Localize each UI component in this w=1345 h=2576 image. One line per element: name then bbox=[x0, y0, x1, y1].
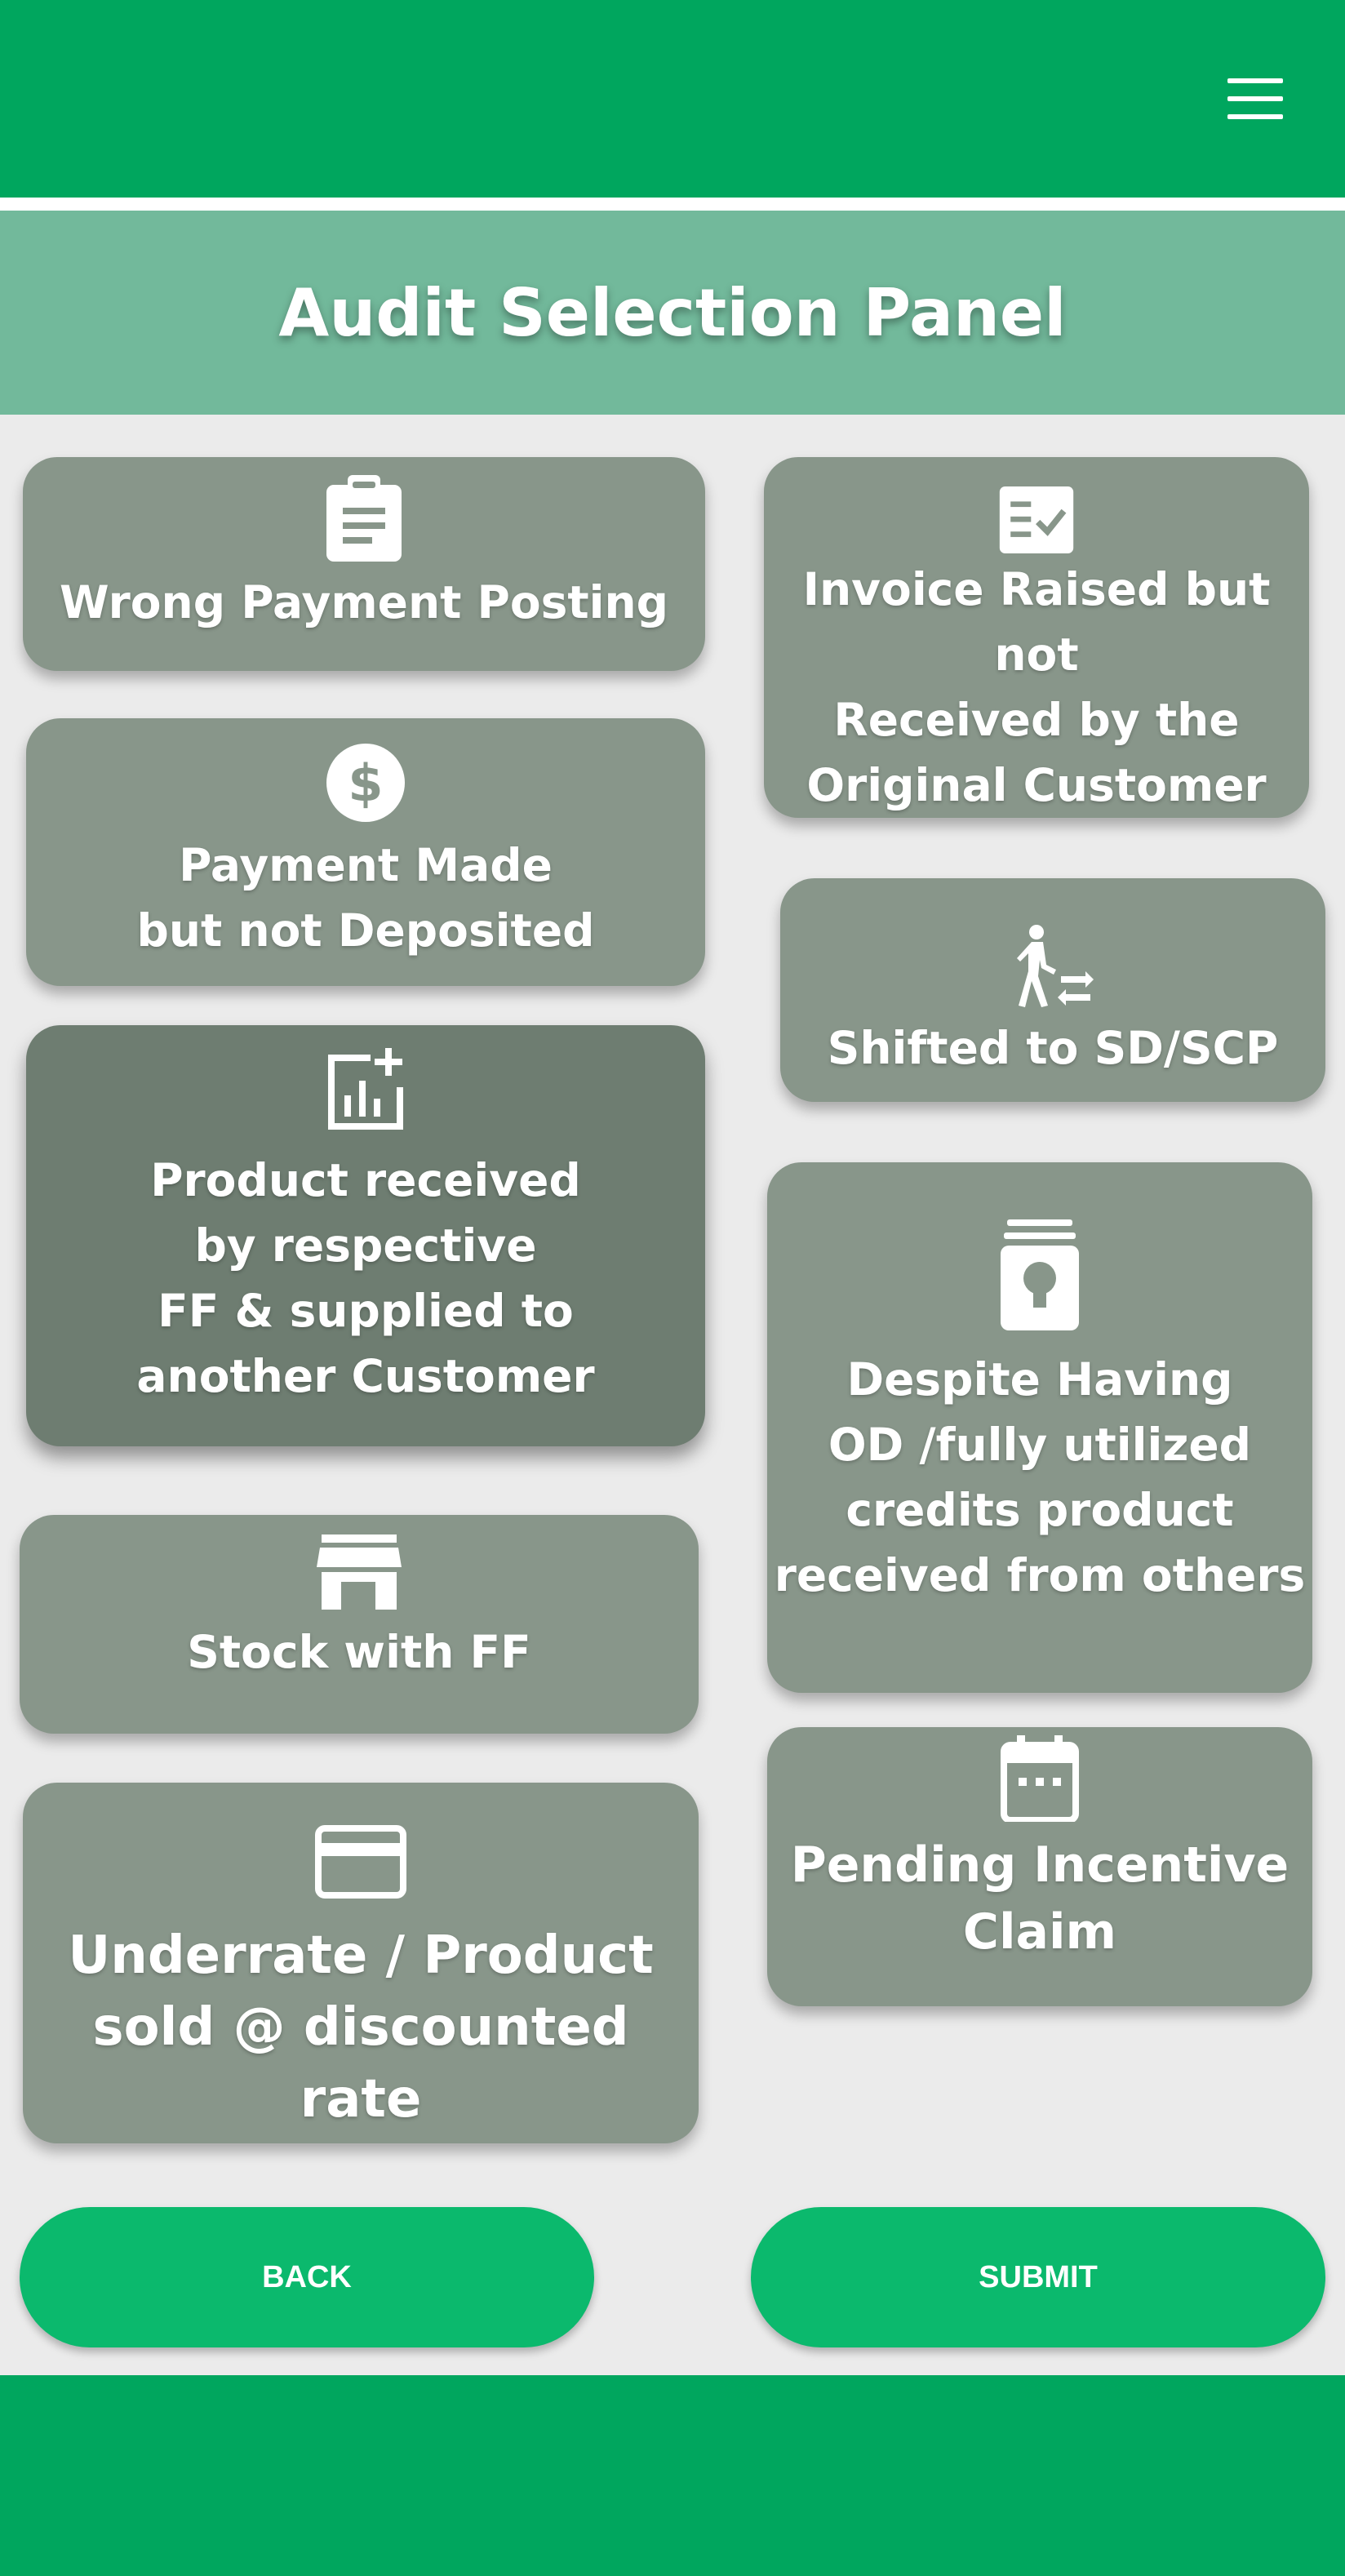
back-button[interactable]: BACK bbox=[20, 2207, 594, 2347]
card-underrate[interactable]: Underrate / Product sold @ discounted ra… bbox=[23, 1783, 699, 2143]
card-payment-made[interactable]: $ Payment Made but not Deposited bbox=[26, 718, 705, 986]
jar-bulb-icon bbox=[1001, 1219, 1079, 1330]
store-icon bbox=[317, 1534, 402, 1610]
card-label: Underrate / Product sold @ discounted ra… bbox=[68, 1925, 654, 2130]
card-wrong-payment-posting[interactable]: Wrong Payment Posting bbox=[23, 457, 705, 671]
top-app-bar bbox=[0, 0, 1345, 198]
card-label: Stock with FF bbox=[187, 1626, 531, 1678]
chart-add-icon bbox=[328, 1048, 403, 1130]
title-bar: Audit Selection Panel bbox=[0, 211, 1345, 415]
card-label: Invoice Raised but not Received by the O… bbox=[802, 563, 1271, 811]
checklist-icon bbox=[999, 486, 1074, 553]
card-shifted-sd-scp[interactable]: Shifted to SD/SCP bbox=[780, 878, 1325, 1102]
hamburger-menu-icon[interactable] bbox=[1224, 78, 1286, 124]
page-title: Audit Selection Panel bbox=[278, 274, 1067, 351]
card-label: Wrong Payment Posting bbox=[59, 576, 669, 628]
card-invoice-raised[interactable]: Invoice Raised but not Received by the O… bbox=[764, 457, 1309, 818]
walk-transfer-icon bbox=[1017, 925, 1094, 1007]
card-label: Pending Incentive Claim bbox=[790, 1837, 1290, 1961]
card-pending-incentive-claim[interactable]: Pending Incentive Claim bbox=[767, 1727, 1312, 2006]
dollar-icon: $ bbox=[326, 744, 405, 822]
header-divider bbox=[0, 198, 1345, 211]
credit-card-icon bbox=[315, 1825, 406, 1899]
card-stock-with-ff[interactable]: Stock with FF bbox=[20, 1515, 699, 1734]
clipboard-icon bbox=[326, 475, 402, 562]
card-product-received[interactable]: Product received by respective FF & supp… bbox=[26, 1025, 705, 1446]
bottom-bar bbox=[0, 2375, 1345, 2576]
calendar-icon bbox=[1001, 1735, 1079, 1822]
card-label: Despite Having OD /fully utilized credit… bbox=[774, 1353, 1306, 1601]
card-label: Product received by respective FF & supp… bbox=[136, 1154, 595, 1402]
svg-text:$: $ bbox=[348, 753, 383, 813]
card-label: Payment Made but not Deposited bbox=[136, 839, 595, 957]
submit-button[interactable]: SUBMIT bbox=[751, 2207, 1325, 2347]
card-label: Shifted to SD/SCP bbox=[827, 1022, 1279, 1074]
card-despite-having-od[interactable]: Despite Having OD /fully utilized credit… bbox=[767, 1162, 1312, 1693]
